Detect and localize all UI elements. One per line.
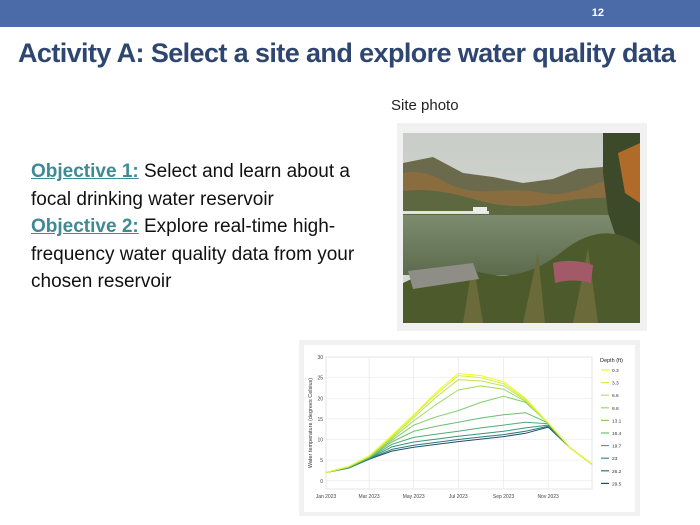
legend-label: 16.4 xyxy=(612,431,622,437)
objective-2: Objective 2: Explore real-time high-freq… xyxy=(31,213,361,296)
legend-label: 13.1 xyxy=(612,418,622,424)
objective-1: Objective 1: Select and learn about a fo… xyxy=(31,158,361,213)
y-tick-label: 30 xyxy=(317,355,323,361)
y-tick-label: 5 xyxy=(320,458,323,464)
y-axis-label: Water temperature (degrees Celsius) xyxy=(308,378,314,468)
x-tick-label: May 2023 xyxy=(403,494,425,500)
temperature-chart-frame: 0 5 10 15 20 25 30 Jan 2023 Mar 2023 May 2023 Jul … xyxy=(299,340,640,516)
x-tick-label: Sep 2023 xyxy=(493,494,515,500)
objective-1-label: Objective 1: xyxy=(31,161,139,182)
y-tick-label: 25 xyxy=(317,376,323,382)
x-tick-label: Mar 2023 xyxy=(359,494,380,500)
slide-title: Activity A: Select a site and explore wa… xyxy=(18,38,676,68)
header-bar: 12 xyxy=(0,0,700,27)
photo-caption: Site photo xyxy=(391,97,459,114)
y-tick-label: 15 xyxy=(317,417,323,423)
legend-label: 0.3 xyxy=(612,368,619,374)
legend-label: 29.5 xyxy=(612,481,622,487)
x-tick-label: Jan 2023 xyxy=(316,494,337,500)
temperature-chart: 0 5 10 15 20 25 30 Jan 2023 Mar 2023 May 2023 Jul … xyxy=(304,345,635,512)
y-tick-label: 20 xyxy=(317,396,323,402)
objective-2-label: Objective 2: xyxy=(31,216,139,237)
site-photo-frame xyxy=(397,123,647,331)
site-photo xyxy=(403,133,640,323)
legend-label: 26.2 xyxy=(612,469,622,475)
legend-label: 23 xyxy=(612,456,618,462)
y-tick-label: 0 xyxy=(320,479,323,485)
plot-area xyxy=(325,356,593,490)
series-line-0.3 xyxy=(325,373,593,473)
x-tick-label: Jul 2023 xyxy=(449,494,468,500)
legend-label: 3.3 xyxy=(612,381,619,387)
legend-label: 6.6 xyxy=(612,393,619,399)
legend-label: 19.7 xyxy=(612,444,622,450)
x-tick-label: Nov 2023 xyxy=(537,494,559,500)
objective-1-text: Select and learn about a focal drinking … xyxy=(31,161,350,210)
legend-label: 9.8 xyxy=(612,406,619,412)
y-tick-label: 10 xyxy=(317,438,323,444)
legend-title: Depth (ft) xyxy=(600,358,623,364)
slide-number: 12 xyxy=(591,7,604,19)
objectives-list: Objective 1: Select and learn about a fo… xyxy=(31,158,361,296)
objective-2-text: Explore real-time high-frequency water q… xyxy=(31,216,355,292)
